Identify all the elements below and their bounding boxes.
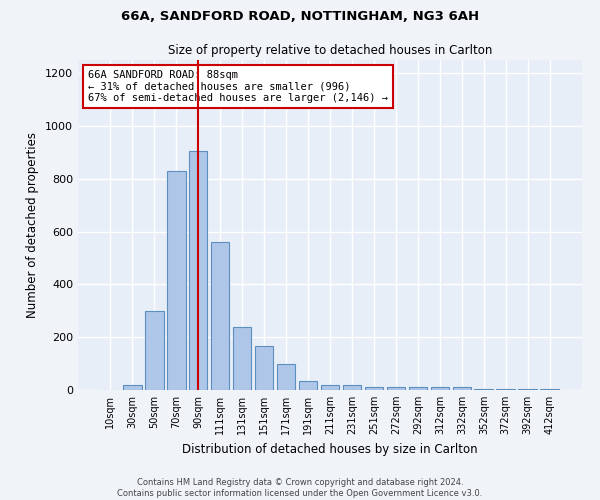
Bar xyxy=(167,171,185,390)
Bar xyxy=(211,242,229,390)
Text: 66A SANDFORD ROAD: 88sqm
← 31% of detached houses are smaller (996)
67% of semi-: 66A SANDFORD ROAD: 88sqm ← 31% of detach… xyxy=(88,70,388,103)
Bar xyxy=(189,151,208,390)
Text: 66A, SANDFORD ROAD, NOTTINGHAM, NG3 6AH: 66A, SANDFORD ROAD, NOTTINGHAM, NG3 6AH xyxy=(121,10,479,23)
Bar xyxy=(496,389,515,390)
Bar xyxy=(409,388,427,390)
Bar xyxy=(541,388,559,390)
Bar xyxy=(145,311,164,390)
Bar xyxy=(277,364,295,390)
Bar xyxy=(386,388,405,390)
Bar xyxy=(365,387,383,390)
Bar xyxy=(452,388,471,390)
Bar xyxy=(123,384,142,390)
Title: Size of property relative to detached houses in Carlton: Size of property relative to detached ho… xyxy=(168,44,492,58)
Bar xyxy=(233,326,251,390)
X-axis label: Distribution of detached houses by size in Carlton: Distribution of detached houses by size … xyxy=(182,442,478,456)
Y-axis label: Number of detached properties: Number of detached properties xyxy=(26,132,40,318)
Bar xyxy=(475,388,493,390)
Bar xyxy=(299,381,317,390)
Bar xyxy=(343,384,361,390)
Bar xyxy=(431,388,449,390)
Text: Contains HM Land Registry data © Crown copyright and database right 2024.
Contai: Contains HM Land Registry data © Crown c… xyxy=(118,478,482,498)
Bar xyxy=(518,389,537,390)
Bar xyxy=(320,384,340,390)
Bar xyxy=(255,346,274,390)
